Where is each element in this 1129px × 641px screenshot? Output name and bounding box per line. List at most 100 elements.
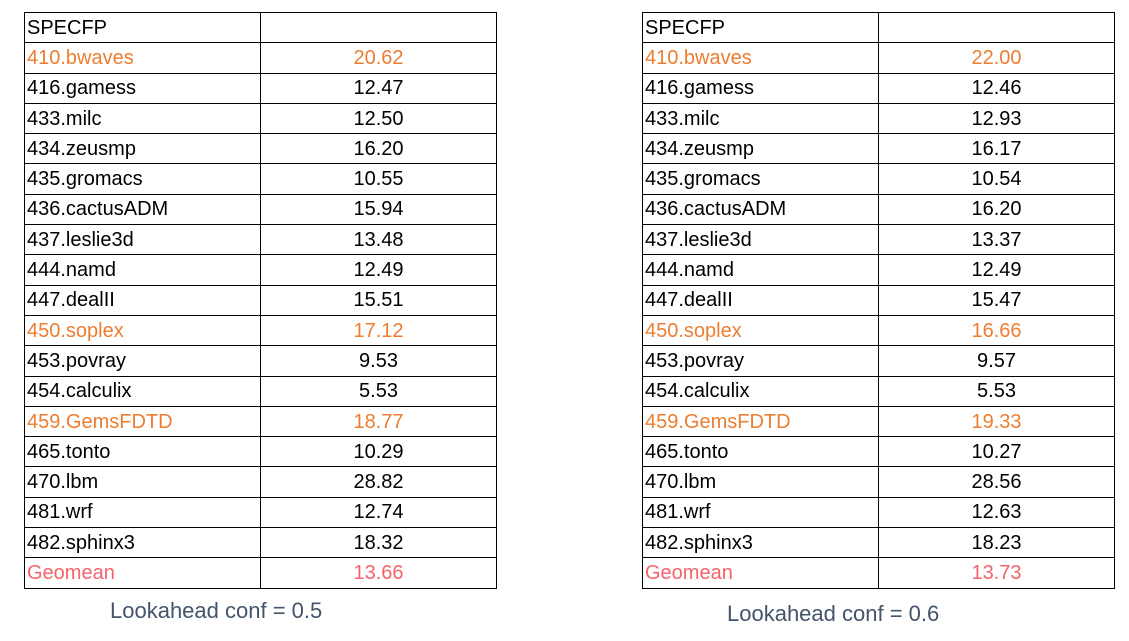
benchmark-name-cell: 434.zeusmp — [24, 133, 261, 165]
table-row: 470.lbm 28.82 — [24, 466, 497, 498]
table-header-empty-cell — [260, 11, 497, 44]
table-row: 444.namd 12.49 — [24, 254, 497, 286]
benchmark-name-cell: Geomean — [642, 557, 879, 589]
benchmark-name-cell: 437.leslie3d — [24, 224, 261, 256]
table-row: 435.gromacs 10.55 — [24, 163, 497, 195]
table-row: 436.cactusADM 15.94 — [24, 193, 497, 226]
benchmark-value-cell: 12.93 — [878, 102, 1115, 135]
benchmark-name-cell: 410.bwaves — [24, 42, 261, 74]
benchmark-value-cell: 10.54 — [878, 163, 1115, 195]
table-row: 433.milc 12.50 — [24, 102, 497, 135]
table-row: 450.soplex 17.12 — [24, 314, 497, 347]
benchmark-value-cell: 20.62 — [260, 42, 497, 74]
benchmark-name-cell: 433.milc — [24, 102, 261, 135]
table-header-label: SPECFP — [642, 11, 879, 44]
benchmark-value-cell: 16.20 — [878, 193, 1115, 226]
table-row: 416.gamess 12.47 — [24, 72, 497, 104]
table-header-row: SPECFP — [642, 11, 1115, 44]
benchmark-value-cell: 16.17 — [878, 133, 1115, 165]
benchmark-name-cell: 465.tonto — [24, 436, 261, 468]
benchmark-name-cell: 459.GemsFDTD — [24, 405, 261, 438]
benchmark-name-cell: 454.calculix — [642, 375, 879, 407]
table-row: 437.leslie3d 13.48 — [24, 224, 497, 256]
benchmark-value-cell: 13.66 — [260, 557, 497, 589]
table-row: 459.GemsFDTD 19.33 — [642, 405, 1115, 438]
table-row: 465.tonto 10.27 — [642, 436, 1115, 468]
benchmark-value-cell: 19.33 — [878, 405, 1115, 438]
table-caption-right: Lookahead conf = 0.6 — [727, 601, 940, 626]
table-row: 434.zeusmp 16.20 — [24, 133, 497, 165]
benchmark-value-cell: 12.74 — [260, 496, 497, 529]
benchmark-name-cell: 435.gromacs — [642, 163, 879, 195]
benchmark-name-cell: Geomean — [24, 557, 261, 589]
table-body: 410.bwaves 20.62 416.gamess 12.47 433.milc 12… — [24, 42, 497, 589]
benchmark-name-cell: 450.soplex — [642, 314, 879, 347]
benchmark-value-cell: 5.53 — [260, 375, 497, 407]
benchmark-value-cell: 18.77 — [260, 405, 497, 438]
table-row: 453.povray 9.57 — [642, 345, 1115, 377]
benchmark-name-cell: 437.leslie3d — [642, 224, 879, 256]
benchmark-name-cell: 444.namd — [642, 254, 879, 286]
benchmark-name-cell: 434.zeusmp — [642, 133, 879, 165]
table-row: 444.namd 12.49 — [642, 254, 1115, 286]
benchmark-value-cell: 12.46 — [878, 72, 1115, 104]
specfp-table-right: SPECFP 410.bwaves 22.00 416.gamess 12.46 433… — [642, 11, 1115, 589]
benchmark-name-cell: 433.milc — [642, 102, 879, 135]
table-row: 435.gromacs 10.54 — [642, 163, 1115, 195]
benchmark-value-cell: 28.56 — [878, 466, 1115, 498]
benchmark-value-cell: 15.47 — [878, 284, 1115, 316]
specfp-table-panel-right: SPECFP 410.bwaves 22.00 416.gamess 12.46 433… — [642, 11, 1115, 589]
benchmark-value-cell: 12.49 — [878, 254, 1115, 286]
benchmark-name-cell: 436.cactusADM — [642, 193, 879, 226]
table-row: 470.lbm 28.56 — [642, 466, 1115, 498]
benchmark-value-cell: 15.94 — [260, 193, 497, 226]
benchmark-name-cell: 447.dealII — [642, 284, 879, 316]
benchmark-name-cell: 450.soplex — [24, 314, 261, 347]
benchmark-name-cell: 453.povray — [24, 345, 261, 377]
table-row: 434.zeusmp 16.17 — [642, 133, 1115, 165]
benchmark-name-cell: 481.wrf — [24, 496, 261, 529]
benchmark-value-cell: 16.66 — [878, 314, 1115, 347]
benchmark-name-cell: 459.GemsFDTD — [642, 405, 879, 438]
table-row: 433.milc 12.93 — [642, 102, 1115, 135]
benchmark-value-cell: 10.29 — [260, 436, 497, 468]
table-header-row: SPECFP — [24, 11, 497, 44]
table-row: 450.soplex 16.66 — [642, 314, 1115, 347]
benchmark-name-cell: 436.cactusADM — [24, 193, 261, 226]
table-row: 482.sphinx3 18.23 — [642, 527, 1115, 559]
table-row: Geomean 13.66 — [24, 557, 497, 589]
table-row: 454.calculix 5.53 — [24, 375, 497, 407]
table-row: 416.gamess 12.46 — [642, 72, 1115, 104]
benchmark-value-cell: 13.73 — [878, 557, 1115, 589]
benchmark-name-cell: 410.bwaves — [642, 42, 879, 74]
benchmark-value-cell: 18.23 — [878, 527, 1115, 559]
benchmark-value-cell: 9.57 — [878, 345, 1115, 377]
benchmark-name-cell: 470.lbm — [642, 466, 879, 498]
table-header-label: SPECFP — [24, 11, 261, 44]
table-row: 437.leslie3d 13.37 — [642, 224, 1115, 256]
table-body: 410.bwaves 22.00 416.gamess 12.46 433.milc 12… — [642, 42, 1115, 589]
table-caption-left: Lookahead conf = 0.5 — [110, 598, 323, 623]
table-row: 453.povray 9.53 — [24, 345, 497, 377]
benchmark-value-cell: 13.37 — [878, 224, 1115, 256]
benchmark-value-cell: 16.20 — [260, 133, 497, 165]
benchmark-value-cell: 22.00 — [878, 42, 1115, 74]
benchmark-name-cell: 416.gamess — [24, 72, 261, 104]
benchmark-name-cell: 482.sphinx3 — [642, 527, 879, 559]
table-row: 465.tonto 10.29 — [24, 436, 497, 468]
benchmark-name-cell: 481.wrf — [642, 496, 879, 529]
benchmark-name-cell: 465.tonto — [642, 436, 879, 468]
benchmark-value-cell: 12.47 — [260, 72, 497, 104]
table-header-empty-cell — [878, 11, 1115, 44]
benchmark-name-cell: 435.gromacs — [24, 163, 261, 195]
benchmark-value-cell: 10.55 — [260, 163, 497, 195]
table-row: 459.GemsFDTD 18.77 — [24, 405, 497, 438]
benchmark-name-cell: 482.sphinx3 — [24, 527, 261, 559]
benchmark-value-cell: 9.53 — [260, 345, 497, 377]
table-row: 482.sphinx3 18.32 — [24, 527, 497, 559]
benchmark-value-cell: 10.27 — [878, 436, 1115, 468]
table-row: 481.wrf 12.74 — [24, 496, 497, 529]
benchmark-value-cell: 18.32 — [260, 527, 497, 559]
table-row: 447.dealII 15.47 — [642, 284, 1115, 316]
benchmark-name-cell: 453.povray — [642, 345, 879, 377]
